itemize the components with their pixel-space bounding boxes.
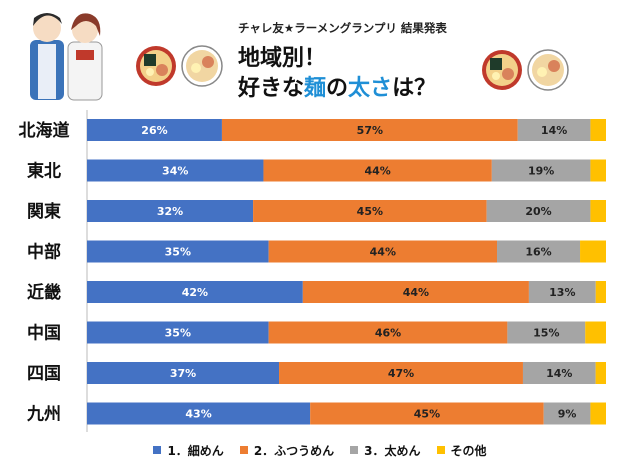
ramen-bowl-icon [136,46,176,86]
legend-swatch [350,446,359,454]
category-label: 四国 [27,364,61,384]
bar-segment [595,362,606,384]
data-label: 14% [541,124,567,137]
legend: 1．細めん 2．ふつうめん 3．太めん その他 [0,442,640,459]
bar-segment [268,240,498,263]
data-label: 57% [357,124,383,137]
subtitle: チャレ友★ラーメングランプリ 結果発表 [238,21,447,35]
data-label: 20% [525,205,551,218]
bar-segment [87,362,280,384]
bar-segment [590,402,606,425]
bar-segment [590,119,606,141]
data-label: 16% [525,246,551,259]
bar-segment [580,240,606,263]
legend-label: その他 [450,444,487,458]
bar-segment [87,200,254,222]
data-label: 35% [165,246,191,259]
legend-item: 1．細めん [153,442,224,459]
legend-swatch [436,446,445,454]
bar-segment [87,159,264,182]
data-label: 47% [388,367,414,380]
data-label: 44% [403,286,429,299]
ramen-bowl-icon [527,49,569,91]
data-label: 42% [182,286,208,299]
category-label: 近畿 [27,282,61,303]
ramen-bowl-icon [181,45,223,87]
bar-segment [590,200,606,222]
bar-segment [302,281,529,303]
data-label: 46% [375,327,401,340]
bar-segment [268,321,508,344]
category-label: 中国 [27,323,61,344]
category-label: 関東 [27,201,61,222]
category-label: 東北 [27,161,61,182]
title-prefix: 好きな [238,76,305,101]
data-label: 45% [357,205,383,218]
bar-segment [87,281,303,303]
category-label: 九州 [26,405,61,425]
title-suffix: は？ [392,76,437,101]
page-title-line1: 地域別！ [238,46,327,71]
bar-segment [491,159,591,182]
bar-segment [543,402,591,425]
legend-swatch [153,446,162,454]
bar-segment [585,321,606,344]
data-label: 34% [162,165,188,178]
ramen-bowl-icon [482,50,522,90]
bar-segment [528,281,596,303]
bar-segment [87,321,269,344]
data-label: 32% [157,205,183,218]
bar-segment [221,119,518,141]
data-label: 13% [549,286,575,299]
bar-segment [595,281,606,303]
legend-item: 3．太めん [350,442,421,459]
bar-segment [507,321,586,344]
bar-segment [87,119,222,141]
bar-segment [263,159,492,182]
legend-label: 1．細めん [167,444,224,458]
title-highlight-2: 太さ [348,76,393,101]
data-label: 14% [546,367,572,380]
page-title-line2: 好きな麺の太さは？ [238,70,436,102]
legend-item: 2．ふつうめん [239,442,335,459]
data-label: 15% [533,327,559,340]
bar-segment [590,159,606,182]
legend-item: その他 [436,442,487,459]
title-mid: の [326,76,349,101]
data-label: 9% [558,408,577,421]
characters-illustration [30,13,103,101]
bar-segment [486,200,591,222]
bar-segment [522,362,596,384]
bar-segment [497,240,581,263]
data-label: 43% [185,408,211,421]
data-label: 45% [414,408,440,421]
bar-segment [87,402,311,425]
legend-swatch [239,446,248,454]
data-label: 44% [364,165,390,178]
legend-label: 2．ふつうめん [253,444,335,458]
data-label: 35% [165,327,191,340]
header: チャレ友★ラーメングランプリ 結果発表 地域別！ 好きな麺の太さは？ [0,0,640,112]
title-highlight: 麺 [304,76,327,101]
data-label: 37% [170,367,196,380]
bar-segment [279,362,523,384]
bar-segment [253,200,487,222]
category-label: 中部 [27,242,61,263]
stacked-bar-chart: 北海道 26% 57% 14% 東北 34% 44% 19% 関東 32% 45% 20% 中部 35% 4… [19,110,606,432]
data-label: 44% [370,246,396,259]
legend-label: 3．太めん [364,444,421,458]
bar-segment [310,402,544,425]
bar-segment [87,240,269,263]
bar-segment [517,119,591,141]
category-label: 北海道 [19,120,70,141]
data-label: 26% [141,124,167,137]
data-label: 19% [528,165,554,178]
